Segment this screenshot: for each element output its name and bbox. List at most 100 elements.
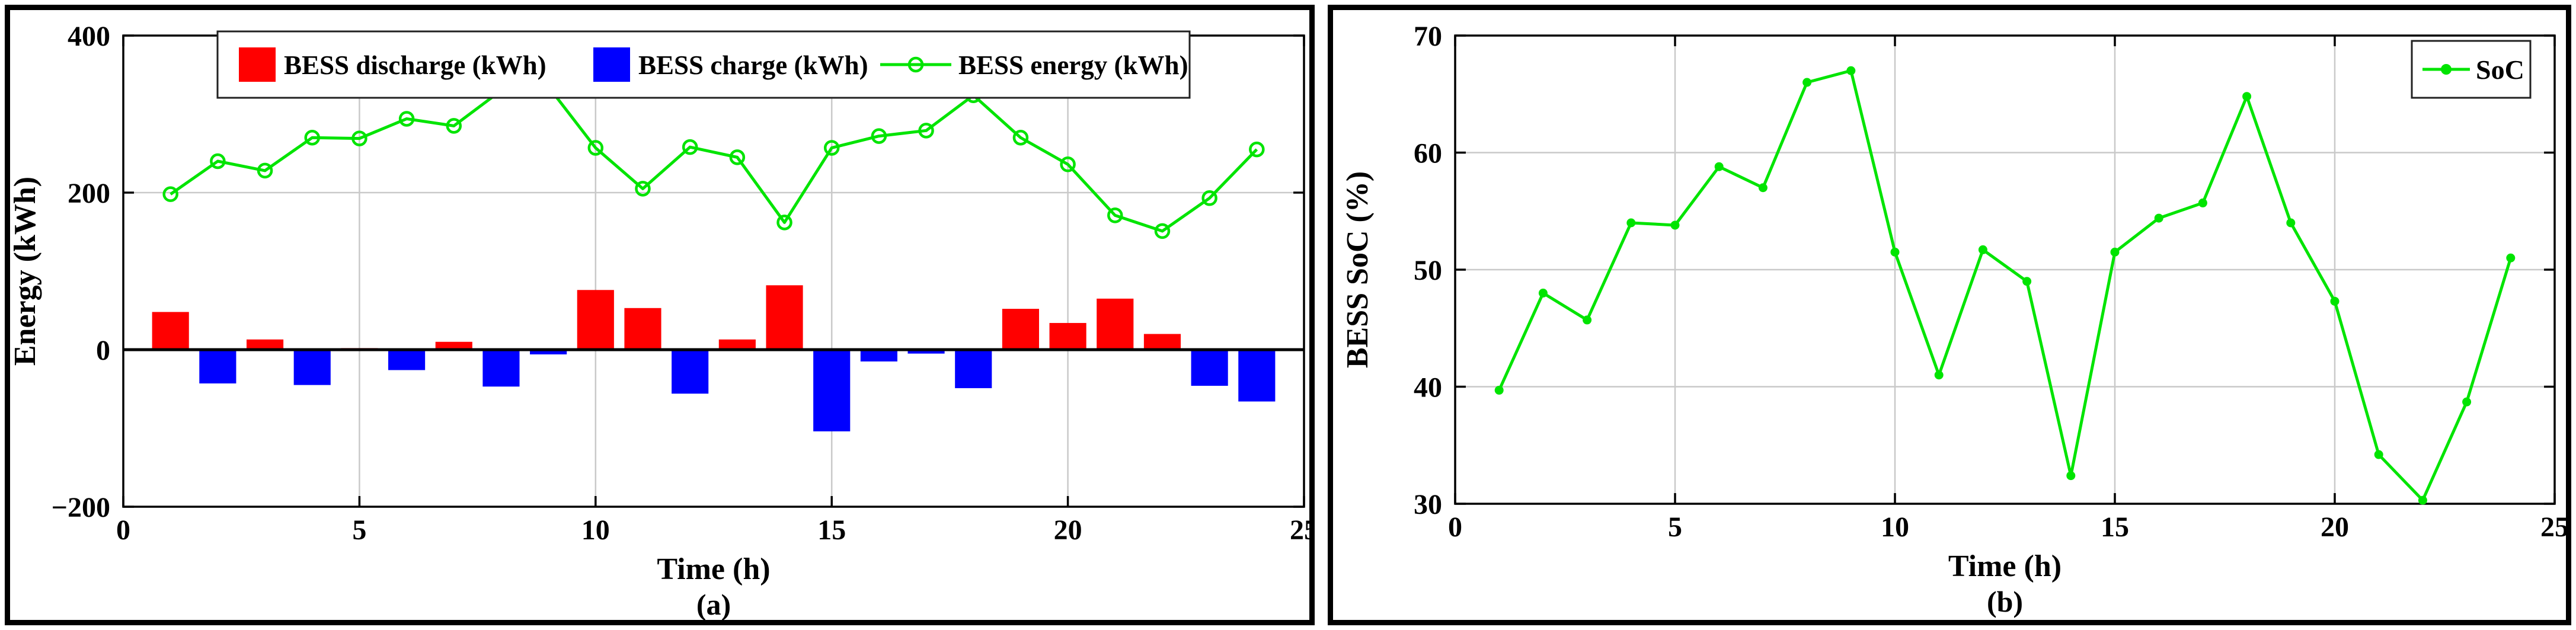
x-tick-label: 5 [352,514,366,546]
energy-marker [1060,156,1076,172]
energy-marker [635,181,651,197]
y-tick-label: 70 [1414,21,1442,52]
bar-charge [293,350,331,385]
x-tick-label: 5 [1668,511,1682,543]
soc-marker [2418,495,2427,505]
soc-marker [1494,385,1504,395]
bar-discharge [435,341,472,350]
energy-marker [587,140,604,156]
soc-marker [2330,296,2340,306]
y-tick-label: 30 [1414,489,1442,520]
soc-marker [1890,247,1900,257]
x-tick-label: 10 [1881,511,1909,543]
legend-label: BESS charge (kWh) [638,50,868,80]
soc-marker [1758,183,1768,193]
chart-b-canvas: 0 5 10 15 20 25 30 40 50 60 70 Time (h) BESS SoC (%)… [1341,21,2566,618]
energy-marker [918,123,934,139]
soc-marker [1583,315,1592,325]
x-tick-label: 0 [116,514,130,546]
x-tick-label: 25 [1290,514,1309,546]
soc-marker [2506,253,2516,263]
energy-marker [1012,130,1029,146]
energy-marker [446,118,462,134]
energy-marker [823,140,840,156]
soc-marker [2154,213,2163,223]
y-tick-label: −200 [52,492,110,523]
bar-discharge [718,339,756,350]
energy-marker [162,186,178,202]
x-tick-label: 0 [1448,511,1462,543]
y-tick-label: 60 [1414,137,1442,169]
energy-line [170,85,1258,233]
panel-caption: (b) [1987,585,2023,618]
bar-discharge [246,339,284,350]
x-tick-label: 15 [2101,511,2129,543]
legend-swatch-charge [593,47,630,82]
bar-charge [199,350,236,383]
soc-marker [1670,220,1680,230]
bar-discharge [1002,309,1039,350]
y-tick-label: 400 [68,21,110,52]
energy-marker [776,215,792,231]
plot-border [122,34,1305,508]
y-tick-label: 0 [96,335,110,366]
energy-marker [304,130,320,146]
soc-marker [1714,162,1724,171]
bar-charge [1238,350,1276,402]
bar-charge [1191,350,1228,386]
soc-marker [1802,78,1812,87]
x-tick-label: 10 [581,514,610,546]
energy-marker [210,153,226,170]
soc-marker [2110,247,2120,257]
soc-marker [2022,277,2032,286]
bar-discharge [624,308,661,350]
y-axis-label: BESS SoC (%) [1341,171,1375,368]
bar-charge [388,350,426,370]
energy-marker [682,139,698,155]
energy-marker [1249,141,1265,158]
energy-marker [1154,223,1171,239]
soc-marker [2374,450,2383,459]
bar-discharge [152,312,189,350]
energy-marker [398,111,415,127]
y-axis-label: Energy (kWh) [10,177,42,366]
soc-marker [1538,289,1548,298]
soc-line [1497,69,2513,502]
x-axis-label: Time (h) [657,552,770,586]
x-axis-label: Time (h) [1948,549,2062,583]
x-tick-label: 20 [2321,511,2349,543]
y-tick-label: 40 [1414,372,1442,403]
bar-discharge [1049,322,1086,350]
bar-discharge [577,290,614,350]
soc-marker [2198,198,2207,207]
legend-box [216,30,1191,99]
legend-open-circle-marker [907,56,924,73]
x-tick-label: 15 [817,514,846,546]
energy-marker [257,162,273,179]
soc-marker [1626,218,1636,228]
panel-caption: (a) [696,588,731,620]
legend-label: SoC [2476,55,2524,85]
y-tick-label: 50 [1414,255,1442,286]
x-tick-label: 20 [1054,514,1082,546]
bar-discharge [766,285,803,350]
soc-marker [2242,92,2252,101]
energy-marker [729,149,746,165]
y-tick-label: 200 [68,178,110,209]
bar-charge [530,350,567,354]
energy-marker [871,128,887,144]
energy-marker [351,130,367,146]
legend-swatch-discharge [239,47,276,82]
bar-charge [955,350,992,388]
bar-charge [907,350,945,354]
soc-marker [2286,218,2296,228]
bar-charge [860,350,897,362]
bar-charge [813,350,851,431]
soc-marker [1846,66,1856,75]
bar-discharge [1097,298,1134,350]
legend-label: BESS energy (kWh) [958,50,1188,80]
bar-charge [482,350,520,387]
